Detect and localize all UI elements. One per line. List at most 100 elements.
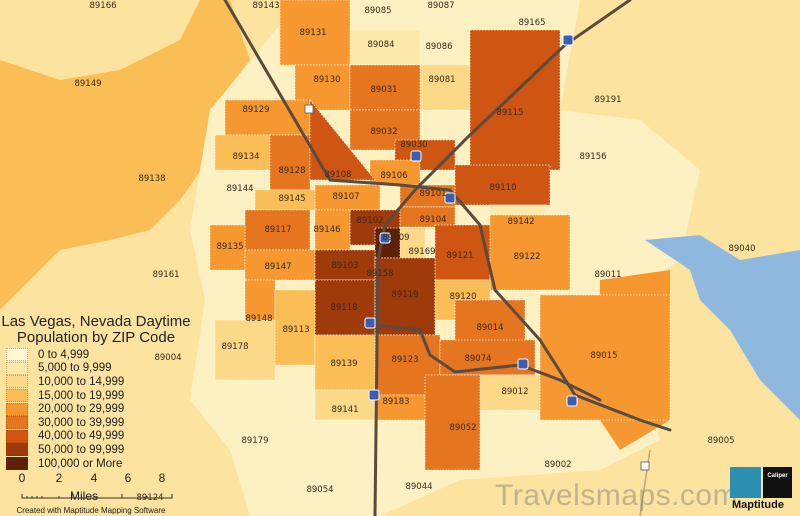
scale-tick: 2	[55, 471, 63, 485]
legend-item: 50,000 to 99,999	[6, 443, 192, 457]
scale-tick: 8	[158, 471, 166, 485]
zip-region-89030	[394, 139, 456, 171]
zip-label-89143: 89143	[252, 1, 279, 11]
zip-label-89123: 89123	[391, 355, 418, 365]
zip-label-89147: 89147	[264, 262, 291, 272]
interstate-shield-icon	[379, 232, 391, 244]
interstate-shield-icon	[410, 150, 422, 162]
legend-swatch	[6, 416, 28, 430]
legend-item: 100,000 or More	[6, 457, 192, 471]
interstate-shield-icon	[517, 358, 529, 370]
us-95	[223, 0, 672, 432]
zip-label-89119: 89119	[391, 290, 418, 300]
scale-bar: 0 2 4 6 8	[14, 472, 174, 502]
interstate-shield-icon	[566, 395, 578, 407]
legend-swatch	[6, 443, 28, 457]
zip-region-89122	[489, 214, 571, 291]
zip-label-89158: 89158	[366, 269, 393, 279]
legend-swatch	[6, 457, 28, 471]
zip-region-89081	[419, 64, 471, 111]
zip-label-89102: 89102	[356, 216, 383, 226]
scale-tick: 0	[18, 471, 26, 485]
zip-label-89161: 89161	[152, 270, 179, 280]
legend-swatch	[6, 389, 28, 403]
zip-label-89117: 89117	[264, 225, 291, 235]
zip-label-89129: 89129	[242, 105, 269, 115]
legend-item: 40,000 to 49,999	[6, 429, 192, 444]
zip-label-89032: 89032	[370, 127, 397, 137]
legend-swatch	[6, 429, 28, 443]
legend-label: 15,000 to 19,999	[38, 389, 125, 402]
zip-label-89169: 89169	[408, 247, 435, 257]
zip-region-89178	[214, 319, 276, 381]
legend-swatch	[6, 361, 28, 375]
zip-label-89031: 89031	[370, 85, 397, 95]
legend-item: 0 to 4,999	[6, 348, 192, 362]
zip-label-89015: 89015	[590, 351, 617, 361]
zip-region-89015	[539, 294, 671, 421]
legend-swatch	[6, 348, 28, 362]
legend-item: 10,000 to 14,999	[6, 375, 192, 389]
zip-label-89138: 89138	[138, 174, 165, 184]
zip-label-89144: 89144	[226, 184, 253, 194]
zip-label-89101: 89101	[419, 189, 446, 199]
zip-label-89148: 89148	[245, 314, 272, 324]
legend-label: 30,000 to 39,999	[38, 416, 125, 429]
zip-label-89081: 89081	[428, 75, 455, 85]
zip-label-89103: 89103	[331, 261, 358, 271]
zip-label-89074: 89074	[464, 354, 491, 364]
zip-region-89052	[424, 374, 481, 471]
maptitude-wordmark: Maptitude	[732, 499, 784, 511]
zip-region-89031	[349, 64, 421, 111]
zip-label-89004: 89004	[154, 353, 181, 363]
highways	[223, 0, 672, 516]
zip-region-89183	[374, 394, 431, 421]
zip-label-89113: 89113	[282, 325, 309, 335]
legend-item: 5,000 to 9,999	[6, 361, 192, 376]
zip-label-89142: 89142	[507, 217, 534, 227]
zip-region-89135	[209, 224, 246, 271]
zip-label-89131: 89131	[299, 28, 326, 38]
scale-tick: 6	[124, 471, 132, 485]
zip-label-89108: 89108	[324, 170, 351, 180]
zip-label-89054: 89054	[306, 485, 333, 495]
zip-label-89012: 89012	[501, 387, 528, 397]
zip-label-89128: 89128	[278, 166, 305, 176]
zip-region-89131	[279, 0, 351, 66]
zip-label-89107: 89107	[332, 192, 359, 202]
zip-region-89129	[224, 99, 311, 136]
interstate-shield-icon	[562, 34, 574, 46]
zip-label-89166: 89166	[89, 1, 116, 11]
legend-item: 20,000 to 29,999	[6, 402, 192, 416]
zip-region-89117	[244, 209, 311, 251]
zip-label-89044: 89044	[405, 482, 432, 492]
us-route-shield-icon	[640, 461, 650, 471]
northwest-area	[0, 0, 200, 80]
legend: Las Vegas, Nevada Daytime Population by …	[0, 313, 192, 471]
zip-label-89149: 89149	[74, 79, 101, 89]
zip-label-89165: 89165	[518, 18, 545, 28]
zip-label-89005: 89005	[707, 436, 734, 446]
head-logo-icon	[730, 467, 761, 498]
zip-label-89110: 89110	[489, 183, 516, 193]
zip-label-89179: 89179	[241, 436, 268, 446]
zip-label-89135: 89135	[216, 242, 243, 252]
zip-region-89115	[469, 29, 561, 171]
interstate-shield-icon	[368, 389, 380, 401]
legend-label: 100,000 or More	[38, 457, 123, 470]
zip-label-89121: 89121	[446, 251, 473, 261]
mountain-area	[0, 90, 215, 240]
zip-label-89040: 89040	[728, 244, 755, 254]
zip-label-89030: 89030	[400, 140, 427, 150]
zip-label-89087: 89087	[427, 1, 454, 11]
zip-label-89104: 89104	[419, 215, 446, 225]
us-route-shield-icon	[304, 104, 314, 114]
credit-text: Created with Maptitude Mapping Software	[16, 506, 166, 515]
zip-label-89130: 89130	[313, 75, 340, 85]
legend-title-line1: Las Vegas, Nevada Daytime	[1, 313, 191, 330]
zip-label-89115: 89115	[496, 108, 523, 118]
zip-region-89146	[314, 209, 351, 251]
zip-region-89110	[454, 164, 551, 206]
zip-label-89145: 89145	[278, 194, 305, 204]
